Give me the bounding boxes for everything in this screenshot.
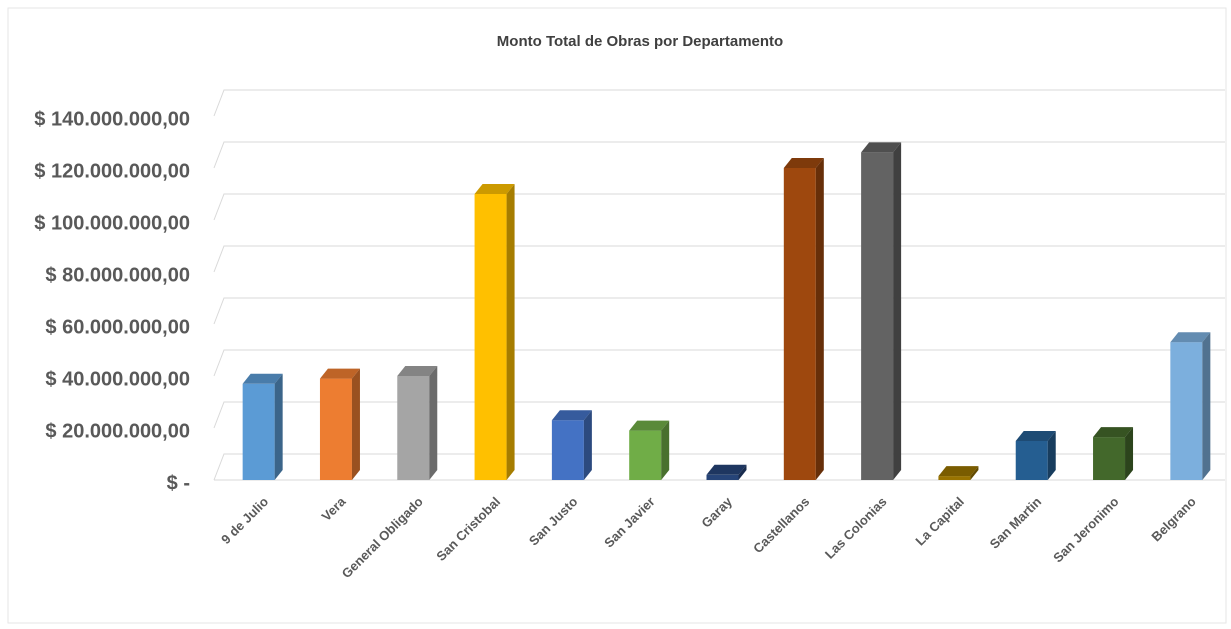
y-tick-label: $ 20.000.000,00 bbox=[45, 420, 190, 442]
bar bbox=[397, 376, 430, 480]
bar bbox=[1093, 437, 1126, 480]
bar-top bbox=[1015, 431, 1056, 441]
bar-top bbox=[474, 184, 515, 194]
bar-top bbox=[242, 373, 283, 384]
bar bbox=[861, 152, 894, 480]
bar-side bbox=[1047, 431, 1056, 480]
y-tick-label: $ 120.000.000,00 bbox=[34, 160, 190, 182]
bar-side bbox=[1125, 427, 1134, 480]
bar bbox=[783, 168, 816, 480]
bar-top bbox=[706, 464, 747, 475]
bar bbox=[938, 476, 971, 480]
bar-top bbox=[783, 158, 824, 168]
bar-side bbox=[506, 184, 515, 480]
bar bbox=[1015, 441, 1048, 480]
chart-title: Monto Total de Obras por Departamento bbox=[497, 33, 783, 50]
bar-top bbox=[629, 420, 670, 431]
bar-side bbox=[429, 366, 438, 480]
bar-top bbox=[1093, 427, 1134, 438]
y-tick-label: $ 60.000.000,00 bbox=[45, 316, 190, 338]
bar-side bbox=[815, 158, 824, 480]
bar-top bbox=[397, 366, 438, 376]
bar-side bbox=[583, 410, 592, 480]
bar-side bbox=[893, 142, 902, 480]
chart-frame bbox=[7, 7, 1227, 624]
bar bbox=[1170, 342, 1203, 480]
bar-side bbox=[274, 373, 283, 480]
y-tick-label: $ - bbox=[167, 472, 190, 494]
bar-side bbox=[738, 464, 747, 480]
bar bbox=[629, 430, 662, 480]
grid-line bbox=[213, 141, 1225, 169]
grid-line bbox=[213, 89, 1225, 117]
y-tick-label: $ 80.000.000,00 bbox=[45, 264, 190, 286]
bar-side bbox=[661, 420, 670, 480]
bar-side bbox=[1202, 332, 1211, 480]
bar-top bbox=[861, 142, 902, 153]
y-tick-label: $ 40.000.000,00 bbox=[45, 368, 190, 390]
bar-side bbox=[970, 466, 979, 480]
bar-top bbox=[319, 368, 360, 379]
bar-top bbox=[1170, 332, 1211, 343]
bar-top bbox=[551, 410, 592, 421]
bar bbox=[319, 378, 352, 480]
bar bbox=[474, 194, 507, 480]
bar-top bbox=[938, 466, 979, 477]
bar bbox=[551, 420, 584, 480]
y-tick-label: $ 140.000.000,00 bbox=[34, 108, 190, 130]
bar-side bbox=[351, 368, 360, 480]
bar bbox=[242, 383, 275, 480]
bar bbox=[706, 474, 739, 480]
y-tick-label: $ 100.000.000,00 bbox=[34, 212, 190, 234]
